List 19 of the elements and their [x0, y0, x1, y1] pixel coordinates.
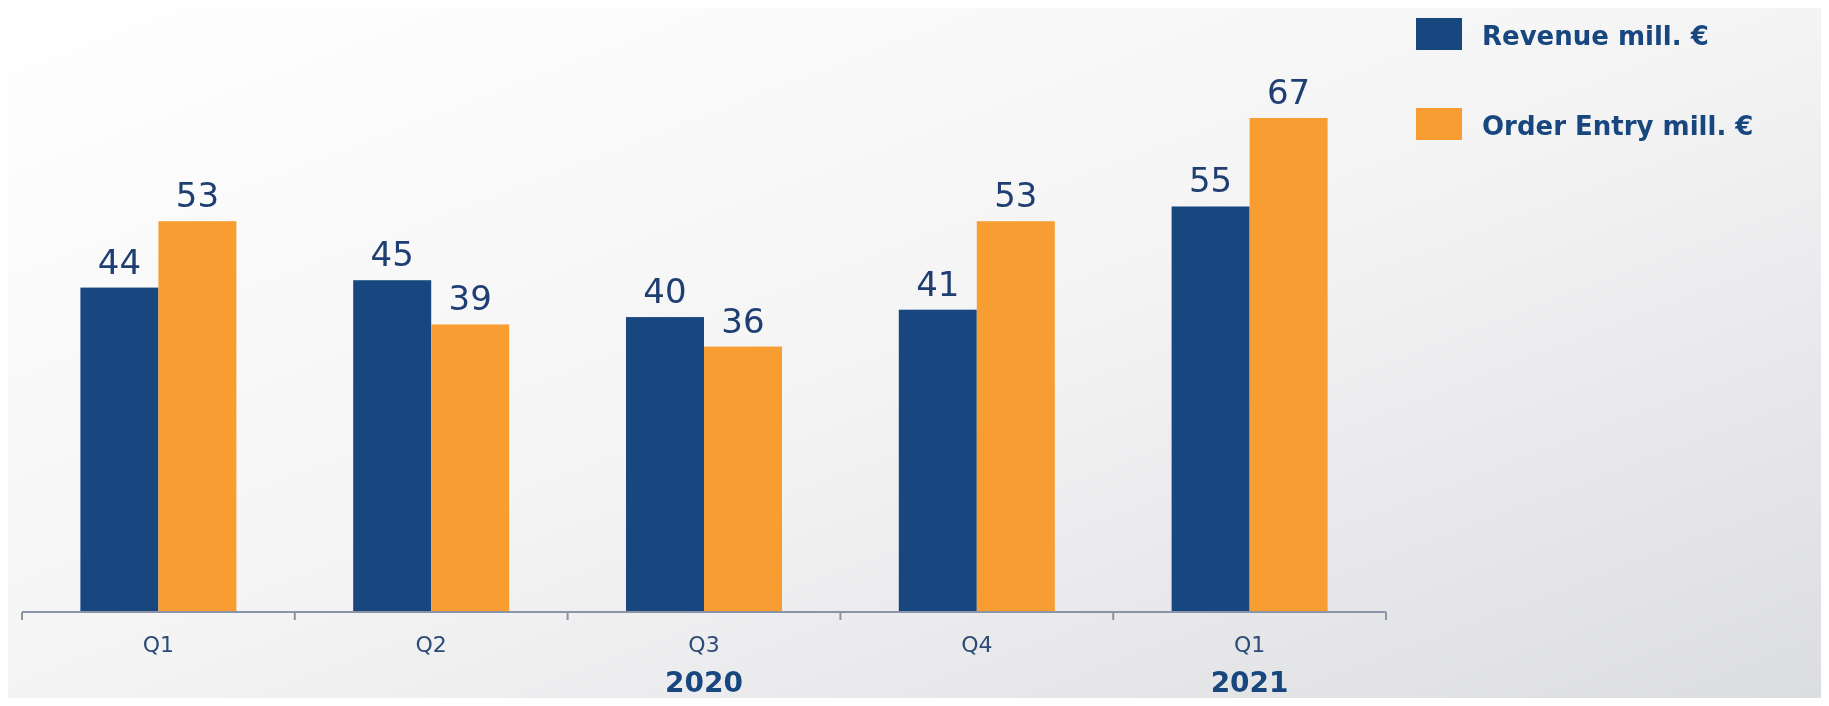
data-label: 41: [916, 263, 960, 304]
data-label: 55: [1188, 160, 1233, 201]
x-tick-label: Q1: [142, 632, 175, 657]
legend-label: Revenue mill. €: [1482, 21, 1709, 51]
data-label: 45: [370, 234, 414, 275]
x-tick-label: Q4: [961, 632, 993, 657]
data-label: 40: [643, 271, 687, 312]
x-tick-label: Q3: [688, 632, 720, 657]
data-label: 53: [175, 175, 220, 216]
data-label: 44: [97, 241, 142, 282]
data-label: 67: [1266, 72, 1311, 112]
data-label: 39: [448, 278, 492, 319]
x-tick-label: Q2: [415, 632, 447, 657]
text: 2020: [665, 666, 743, 699]
x-tick-label: Q1: [1233, 632, 1266, 657]
data-label: 36: [721, 300, 765, 341]
text: 2021: [1210, 666, 1289, 699]
data-label: 53: [994, 175, 1038, 216]
legend-label: Order Entry mill. €: [1482, 111, 1754, 141]
